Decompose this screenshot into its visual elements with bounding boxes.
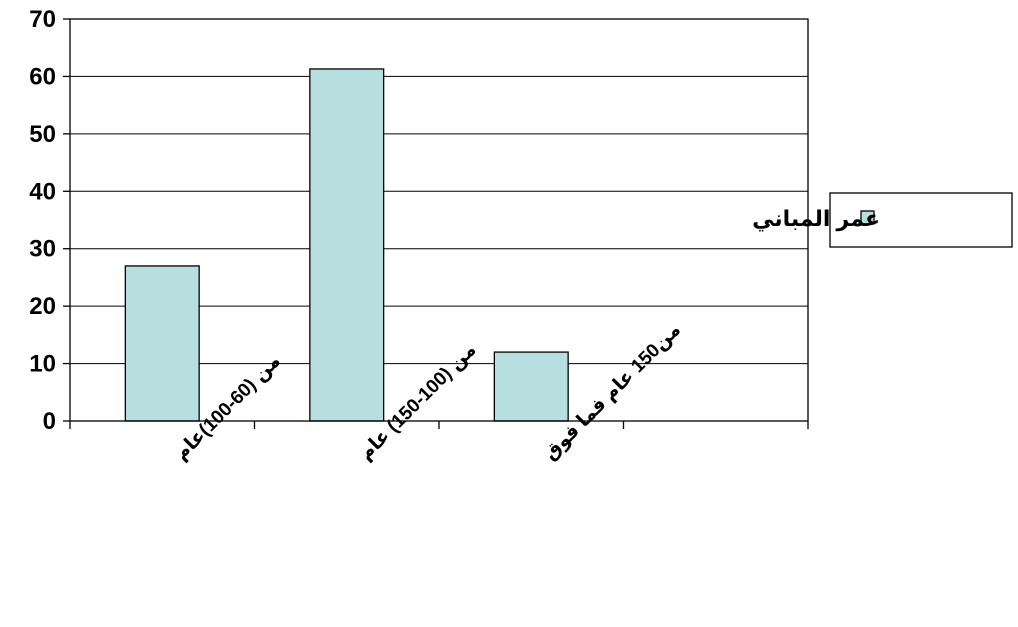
y-tick-label: 0	[43, 408, 56, 435]
legend-label: عمر المباني	[752, 206, 880, 232]
axes	[63, 18, 809, 429]
y-tick-label: 40	[29, 178, 56, 205]
y-tick-label: 10	[29, 351, 56, 378]
legend-frame	[829, 192, 1013, 248]
legend-swatch	[860, 210, 875, 225]
bars	[124, 68, 569, 422]
y-tick-label: 50	[29, 121, 56, 148]
y-tick-label: 60	[29, 63, 56, 90]
y-tick-label: 70	[29, 6, 56, 33]
bar	[124, 265, 200, 422]
y-tick-label: 20	[29, 293, 56, 320]
legend: عمر المباني	[752, 192, 1013, 248]
y-tick-label: 30	[29, 236, 56, 263]
bar	[493, 351, 569, 422]
bar	[309, 68, 385, 422]
y-tick-labels: 0 10 20 30 40 50 60 70	[29, 6, 56, 435]
